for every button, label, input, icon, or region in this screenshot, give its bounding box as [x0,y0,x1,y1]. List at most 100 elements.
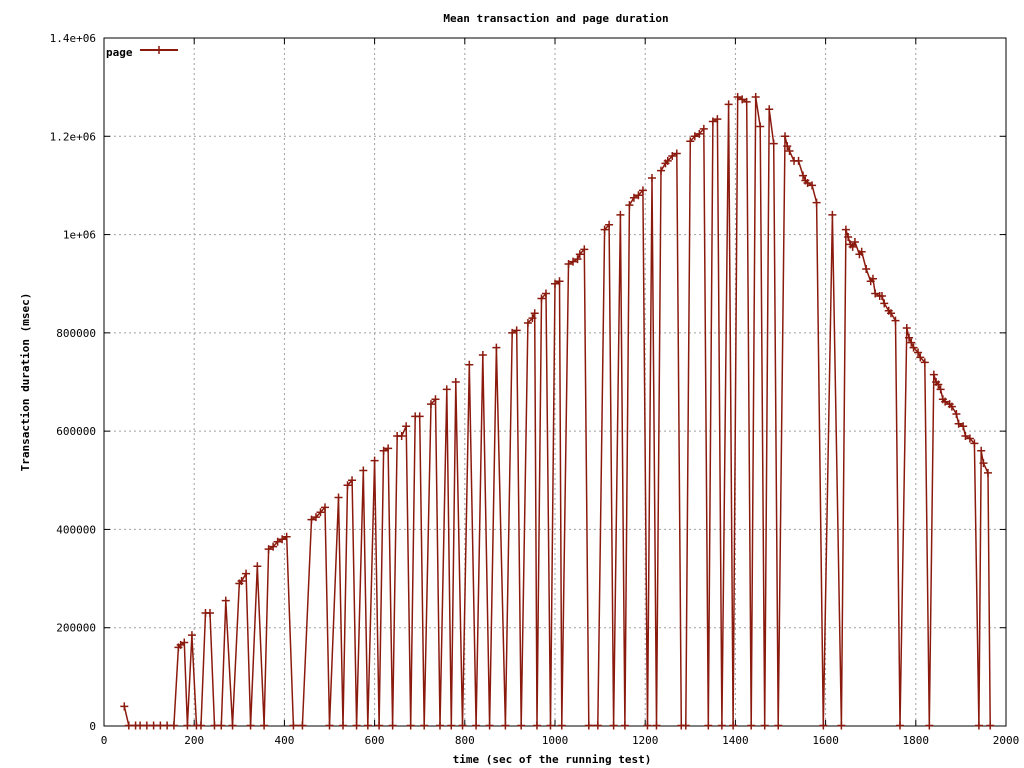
data-point [388,721,397,730]
y-axis-label: Transaction duration (msec) [19,293,32,472]
data-point [769,139,778,148]
legend-marker [155,46,163,54]
data-point [584,721,593,730]
data-point [819,721,828,730]
data-point [237,577,246,586]
data-point [169,721,178,730]
data-point [747,721,756,730]
data-point [850,237,859,246]
data-point [774,721,783,730]
data-point [458,721,467,730]
data-point [695,129,704,138]
data-point [970,439,979,448]
data-point [163,721,172,730]
series-layer [120,92,995,730]
data-point [451,378,460,386]
data-point [844,233,853,242]
data-point [902,323,911,332]
data-point [781,132,790,141]
data-point [149,721,158,730]
data-point [311,513,320,522]
x-tick-label: 600 [365,734,385,747]
data-point [541,289,550,298]
data-point [808,181,817,190]
data-point [205,608,214,617]
data-point [415,412,424,421]
data-point [794,156,803,165]
chart-title: Mean transaction and page duration [443,12,668,25]
data-point [742,97,751,106]
data-point [210,721,219,730]
data-point [316,508,325,517]
data-point [289,721,298,730]
data-point [246,721,255,730]
data-point [325,721,334,730]
data-point [320,503,329,512]
data-point [977,446,986,455]
x-tick-label: 1000 [542,734,569,747]
data-point [187,631,196,640]
data-point [877,292,886,300]
data-point [965,434,974,443]
data-point [183,721,192,730]
data-point [751,92,760,101]
data-point [724,100,733,109]
data-point [569,257,578,266]
data-point [605,220,614,229]
x-tick-label: 2000 [993,734,1020,747]
data-point [269,542,278,551]
y-tick-label: 400000 [56,523,96,536]
data-point [609,721,618,730]
data-point [352,721,361,730]
data-point [512,326,521,335]
data-point [120,702,129,711]
x-tick-label: 800 [455,734,475,747]
data-point [217,721,226,730]
data-point [765,105,774,114]
data-point [472,721,481,730]
y-tick-label: 800000 [56,327,96,340]
data-point [812,198,821,207]
data-point [803,178,812,187]
data-point [370,456,379,465]
data-point [983,468,992,477]
data-point [647,174,656,183]
data-point [652,721,661,730]
axis-layer: 0 200 400 600 800 1000 1200 1400 1600 1800 2000 0 20… [50,32,1020,747]
data-point [307,515,316,524]
data-point [478,350,487,359]
data-point [555,277,564,286]
data-point [868,274,877,283]
data-point [729,721,738,730]
data-point [785,147,794,156]
data-point [528,314,537,323]
data-point [668,151,677,160]
data-point [282,532,291,541]
data-point [557,721,566,730]
data-point [363,721,372,730]
data-point [920,358,929,367]
data-point [492,343,501,352]
data-point [925,721,934,730]
data-point [447,721,456,730]
data-point [663,156,672,165]
y-tick-label: 200000 [56,622,96,635]
data-point [136,721,145,730]
data-point [523,319,532,328]
data-point [686,137,695,146]
data-point [379,446,388,455]
y-tick-label: 1e+06 [63,229,96,242]
data-point [156,721,165,730]
x-tick-label: 200 [184,734,204,747]
data-point [196,721,205,730]
data-point [343,481,352,490]
grid-layer [104,38,1006,726]
data-point [760,721,769,730]
data-point [837,721,846,730]
data-point [580,245,589,254]
data-point [124,721,133,730]
data-point [961,432,970,441]
data-point [298,721,307,730]
data-point [828,210,837,219]
data-point [501,721,510,730]
